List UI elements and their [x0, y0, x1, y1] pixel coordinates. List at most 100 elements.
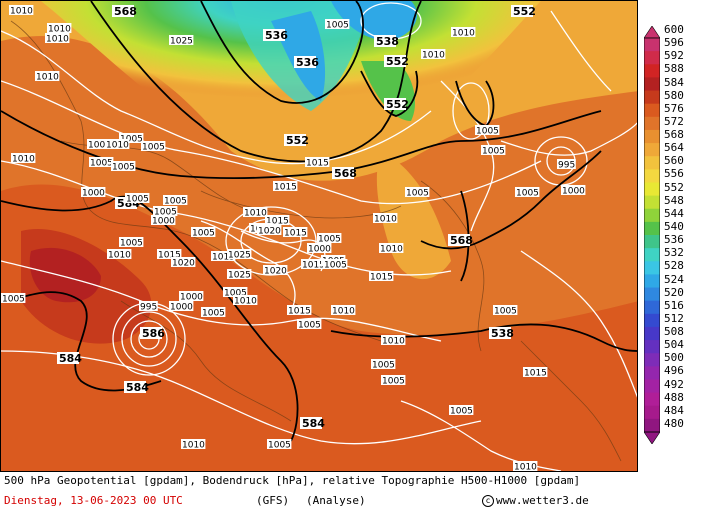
- colorbar-tick-label: 600: [664, 23, 684, 36]
- pressure-label: 1010: [182, 441, 205, 451]
- geo-label-bg: [294, 56, 316, 68]
- colorbar-tick-label: 488: [664, 390, 684, 404]
- pressure-label-bg: [125, 193, 150, 203]
- pressure-label: 1005: [90, 159, 113, 169]
- pressure-label-bg: [515, 187, 540, 197]
- colorbar-tick-label: 564: [664, 141, 684, 155]
- pressure-label-bg: [181, 439, 206, 449]
- pressure-label: 1010: [106, 141, 129, 151]
- pressure-label: 1010: [46, 35, 69, 45]
- pressure-label-bg: [141, 141, 166, 151]
- colorbar: [643, 25, 661, 445]
- pressure-label-bg: [325, 19, 350, 29]
- geo-label-bg: [112, 5, 134, 17]
- pressure-label-bg: [331, 305, 356, 315]
- colorbar-tick-label: 556: [664, 167, 684, 181]
- geo-label: 568: [334, 167, 357, 180]
- colorbar-tick-label: 576: [664, 101, 684, 115]
- colorbar-tick-label: 592: [664, 49, 684, 63]
- pressure-label: 1005: [2, 295, 25, 305]
- geo-label: 552: [386, 55, 409, 68]
- pressure-label: 1015: [274, 183, 297, 193]
- geo-label: 538: [376, 35, 399, 48]
- geo-label-bg: [448, 234, 470, 246]
- pressure-label-bg: [223, 287, 248, 297]
- pressure-label-bg: [513, 461, 538, 471]
- pressure-label: 1015: [266, 217, 289, 227]
- colorbar-tick-label: 580: [664, 88, 684, 102]
- colorbar-top-arrow: [643, 25, 661, 39]
- colorbar-swatch: [644, 129, 660, 144]
- geo-label: 586: [142, 327, 165, 340]
- pressure-label: 1005: [112, 163, 135, 173]
- pressure-label-bg: [153, 206, 178, 216]
- colorbar-swatch: [644, 103, 660, 118]
- geo-label-bg: [263, 29, 285, 41]
- pressure-label: 1010: [244, 209, 267, 219]
- colorbar-tick-label: 584: [664, 75, 684, 89]
- pressure-label-bg: [35, 71, 60, 81]
- pressure-label: 1020: [264, 267, 287, 277]
- pressure-label: 1005: [88, 141, 111, 151]
- pressure-label-bg: [323, 259, 348, 269]
- geo-label-bg: [57, 352, 79, 364]
- model-name: (GFS): [256, 494, 290, 507]
- pressure-label: 1005: [372, 361, 395, 371]
- pressure-label-bg: [257, 225, 282, 235]
- pressure-label: 1010: [382, 337, 405, 347]
- pressure-label: 1010: [380, 245, 403, 255]
- colorbar-swatch: [644, 340, 660, 354]
- pressure-label: 1000: [562, 187, 585, 197]
- colorbar-tick-label: 500: [664, 351, 684, 365]
- pressure-label: 1010: [12, 155, 35, 165]
- copyright[interactable]: c www.wetter3.de: [482, 494, 589, 507]
- colorbar-swatch: [644, 51, 660, 65]
- pressure-label: 1005: [154, 208, 177, 218]
- pressure-label-bg: [307, 243, 332, 253]
- copyright-link[interactable]: www.wetter3.de: [496, 494, 589, 507]
- colorbar-swatch: [644, 366, 660, 380]
- pressure-label-bg: [47, 23, 72, 33]
- pressure-label: 1000: [170, 303, 193, 313]
- pressure-label-bg: [405, 187, 430, 197]
- pressure-label-bg: [297, 319, 322, 329]
- colorbar-swatch: [644, 182, 660, 197]
- pressure-label: 1005: [268, 441, 291, 451]
- pressure-label-bg: [119, 237, 144, 247]
- geo-label: 584: [302, 417, 325, 430]
- colorbar-tick-label: 512: [664, 311, 684, 325]
- map-caption: 500 hPa Geopotential [gpdam], Bodendruck…: [4, 474, 581, 487]
- colorbar-swatch: [644, 418, 660, 433]
- pressure-label-bg: [89, 157, 114, 167]
- colorbar-tick-label: 524: [664, 272, 684, 286]
- colorbar-svg: [643, 25, 661, 445]
- copyright-icon: c: [482, 495, 494, 507]
- pressure-label-bg: [557, 159, 576, 169]
- colorbar-swatch: [644, 77, 660, 92]
- pressure-label: 1005: [120, 239, 143, 249]
- pressure-label: 1010: [514, 463, 537, 473]
- pressure-label-bg: [265, 215, 290, 225]
- pressure-label: 1015: [288, 307, 311, 317]
- pressure-label: 1005: [494, 307, 517, 317]
- pressure-label-bg: [163, 195, 188, 205]
- pressure-label-bg: [233, 295, 258, 305]
- pressure-label-bg: [283, 227, 308, 237]
- pressure-label-bg: [561, 185, 586, 195]
- pressure-label: 1010: [108, 251, 131, 261]
- colorbar-swatch: [644, 326, 660, 341]
- pressure-label-bg: [267, 439, 292, 449]
- geo-label: 552: [513, 5, 536, 18]
- pressure-label-bg: [45, 33, 70, 43]
- colorbar-tick-label: 536: [664, 233, 684, 247]
- colorbar-swatch: [644, 169, 660, 183]
- geo-label: 536: [296, 56, 319, 69]
- pressure-label: 1005: [326, 21, 349, 31]
- pressure-label-bg: [301, 259, 326, 269]
- geo-label-bg: [384, 55, 406, 67]
- colorbar-tick-label: 552: [664, 180, 684, 194]
- pressure-label-bg: [11, 153, 36, 163]
- colorbar-swatch: [644, 261, 660, 275]
- colorbar-swatch: [644, 313, 660, 328]
- colorbar-swatch: [644, 300, 660, 315]
